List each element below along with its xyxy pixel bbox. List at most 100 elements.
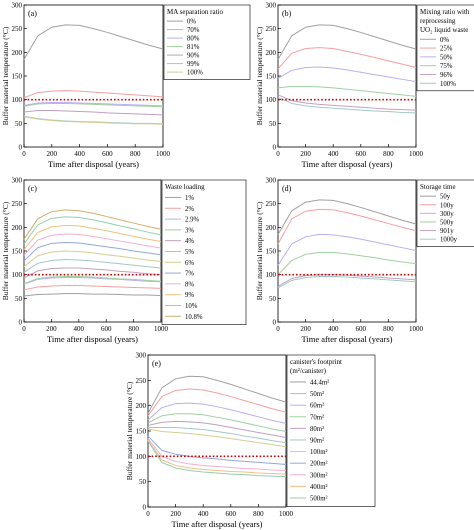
x-axis-title: Time after disposal (years) — [301, 334, 392, 344]
legend-label: 44.4m² — [310, 379, 329, 386]
legend-label: 2.9% — [185, 217, 199, 224]
chart-panel: 0 50 100 150 200 250 300 0 200 400 600 800 1000 Time … — [1, 2, 251, 169]
legend-label: 99% — [187, 61, 200, 68]
y-tick-label: 150 — [12, 248, 23, 256]
legend-label: 10% — [185, 303, 198, 310]
series-line — [147, 440, 287, 478]
x-tick-label: 800 — [383, 325, 394, 333]
y-axis-title: Buffer material temperature (°C) — [1, 201, 10, 300]
y-tick-label: 0 — [273, 144, 277, 152]
legend-title: reprocessing — [420, 17, 456, 25]
series-line — [23, 250, 162, 268]
legend-title: Waste loading — [165, 183, 205, 191]
x-tick-label: 1000 — [409, 325, 424, 333]
legend-label: 90% — [187, 53, 200, 60]
y-axis-title: Buffer material temperature (°C) — [255, 201, 264, 300]
y-tick-label: 300 — [12, 2, 23, 10]
series-line — [23, 90, 164, 99]
series-line — [277, 251, 417, 276]
x-tick-label: 0 — [22, 325, 26, 333]
x-axis-title: Time after disposal (years) — [48, 159, 139, 169]
legend-label: 3% — [185, 227, 194, 234]
legend-label: 10.8% — [185, 314, 203, 321]
legend-label: 80m² — [310, 426, 324, 433]
series-line — [23, 293, 162, 297]
legend-label: 4% — [185, 238, 194, 245]
legend-label: 50y — [440, 194, 451, 201]
legend: Waste loading 1% 2% 2.9% 3% 4% 5% 6% 7% 8% 9% 10% 10… — [161, 179, 247, 325]
legend-label: 96% — [440, 72, 453, 79]
x-tick-label: 1000 — [154, 325, 169, 333]
legend-label: 500m² — [310, 495, 328, 502]
y-tick-label: 0 — [19, 319, 23, 327]
panel-label: (a) — [28, 9, 37, 18]
series-line — [23, 24, 164, 60]
y-tick-label: 200 — [266, 49, 277, 57]
legend-title: UO₂ liquid waste — [420, 26, 468, 34]
series-line — [277, 233, 417, 266]
y-tick-label: 200 — [12, 49, 23, 57]
legend: canister's footprint(m²/canister) 44.4m² 5… — [286, 354, 376, 507]
chart-panel: 0 50 100 150 200 250 300 0 200 400 600 800 1000 Time … — [125, 352, 376, 529]
x-axis-title: Time after disposal (years) — [47, 334, 138, 344]
series-line — [23, 110, 164, 116]
y-tick-label: 100 — [136, 453, 147, 461]
series-line — [23, 276, 162, 285]
series-line — [277, 24, 417, 60]
series-line — [147, 388, 287, 417]
legend-label: 0% — [187, 19, 196, 26]
series-line — [277, 208, 417, 245]
x-tick-label: 400 — [328, 325, 339, 333]
legend-label: 80% — [187, 36, 200, 43]
series-line — [23, 102, 164, 107]
legend-box — [161, 179, 247, 325]
x-axis-title: Time after disposal (years) — [171, 519, 262, 529]
legend-label: 7% — [185, 271, 194, 278]
series-line — [23, 285, 162, 291]
series-line — [23, 224, 162, 250]
x-tick-label: 0 — [22, 150, 26, 158]
y-tick-label: 200 — [266, 224, 277, 232]
plot-frame — [277, 179, 417, 323]
legend-title: Storage time — [420, 183, 456, 191]
y-tick-label: 50 — [269, 295, 277, 303]
legend-label: 1% — [185, 195, 194, 202]
y-tick-label: 150 — [136, 428, 147, 436]
y-tick-label: 0 — [143, 504, 147, 512]
y-tick-label: 300 — [12, 177, 23, 185]
y-axis-title: Buffer material temperature (°C) — [125, 381, 134, 480]
panel-label: (c) — [28, 184, 37, 193]
series-line — [23, 116, 164, 125]
y-tick-label: 150 — [266, 73, 277, 81]
chart-panel: 0 50 100 150 200 250 300 0 200 400 600 800 1000 Time … — [255, 177, 474, 344]
series-line — [277, 85, 417, 97]
series-line — [147, 439, 287, 475]
legend-label: 200m² — [310, 461, 328, 468]
x-tick-label: 200 — [46, 325, 57, 333]
x-tick-label: 800 — [128, 325, 139, 333]
legend-label: 400m² — [310, 484, 328, 491]
legend-label: 100% — [440, 81, 456, 88]
x-tick-label: 800 — [383, 150, 394, 158]
legend-label: 901y — [440, 228, 454, 235]
x-axis-title: Time after disposal (years) — [301, 159, 392, 169]
series-line — [277, 47, 417, 70]
legend-label: 8% — [185, 281, 194, 288]
legend-title: canister's footprint — [290, 358, 342, 366]
y-tick-label: 200 — [12, 224, 23, 232]
y-tick-label: 100 — [12, 271, 23, 279]
y-tick-label: 250 — [136, 377, 147, 385]
series-line — [23, 209, 162, 240]
legend-label: 60m² — [310, 403, 324, 410]
chart-panel: 0 50 100 150 200 250 300 0 200 400 600 800 1000 Time … — [1, 177, 247, 344]
legend-label: 300m² — [310, 472, 328, 479]
legend-label: 100m² — [310, 449, 328, 456]
legend-label: 9% — [185, 292, 194, 299]
y-tick-label: 300 — [266, 2, 277, 10]
x-tick-label: 0 — [276, 325, 280, 333]
series-line — [147, 420, 287, 439]
legend-box — [286, 354, 376, 507]
